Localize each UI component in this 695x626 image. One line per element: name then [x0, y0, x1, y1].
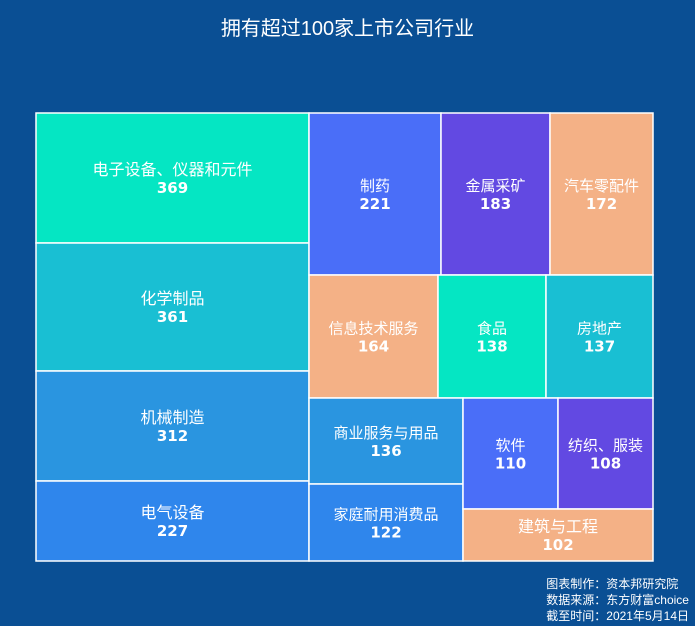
- treemap-value: 227: [157, 522, 188, 540]
- treemap-label: 商业服务与用品: [333, 424, 438, 442]
- treemap-value: 361: [157, 308, 188, 326]
- treemap-label: 食品: [477, 320, 507, 338]
- treemap-rect: [308, 397, 464, 485]
- treemap-rect: [308, 274, 439, 399]
- treemap-value: 137: [584, 338, 615, 356]
- treemap-value: 122: [370, 524, 401, 542]
- treemap-value: 369: [157, 179, 188, 197]
- treemap-label: 汽车零配件: [564, 177, 639, 195]
- treemap-label: 金属采矿: [465, 177, 525, 195]
- treemap-value: 183: [480, 195, 511, 213]
- treemap-label: 家庭耐用消费品: [333, 506, 438, 524]
- treemap-label: 纺织、服装: [568, 437, 643, 455]
- treemap-label: 化学制品: [140, 289, 204, 308]
- treemap-rect: [308, 483, 464, 562]
- footer-source: 数据来源：东方财富choice: [546, 593, 689, 607]
- treemap-value: 164: [358, 338, 389, 356]
- treemap-value: 110: [495, 455, 526, 473]
- treemap-value: 102: [542, 536, 573, 554]
- treemap-rect: [557, 397, 654, 510]
- treemap-label: 软件: [495, 437, 525, 455]
- treemap-rect: [437, 274, 547, 399]
- treemap-value: 312: [157, 427, 188, 445]
- treemap-value: 136: [370, 442, 401, 460]
- treemap-rect: [462, 508, 654, 562]
- treemap-label: 房地产: [577, 320, 622, 338]
- treemap-rect: [462, 397, 559, 510]
- treemap-value: 108: [590, 455, 621, 473]
- footer-maker: 图表制作：资本邦研究院: [546, 577, 679, 591]
- treemap-label: 制药: [360, 177, 390, 195]
- treemap-rect: [308, 112, 442, 276]
- treemap-rect: [440, 112, 551, 276]
- treemap-value: 138: [476, 338, 507, 356]
- treemap-label: 信息技术服务: [328, 320, 418, 338]
- treemap-value: 221: [359, 195, 390, 213]
- treemap-label: 机械制造: [140, 408, 204, 427]
- treemap-label: 电气设备: [140, 503, 204, 522]
- footer-date: 截至时间：2021年5月14日: [546, 609, 689, 623]
- chart-title: 拥有超过100家上市公司行业: [220, 18, 475, 40]
- chart-footer: 图表制作：资本邦研究院 数据来源：东方财富choice 截至时间：2021年5月…: [546, 576, 689, 624]
- treemap-label: 电子设备、仪器和元件: [92, 160, 252, 179]
- treemap-value: 172: [586, 195, 617, 213]
- treemap-rect: [549, 112, 654, 276]
- treemap-label: 建筑与工程: [518, 517, 598, 536]
